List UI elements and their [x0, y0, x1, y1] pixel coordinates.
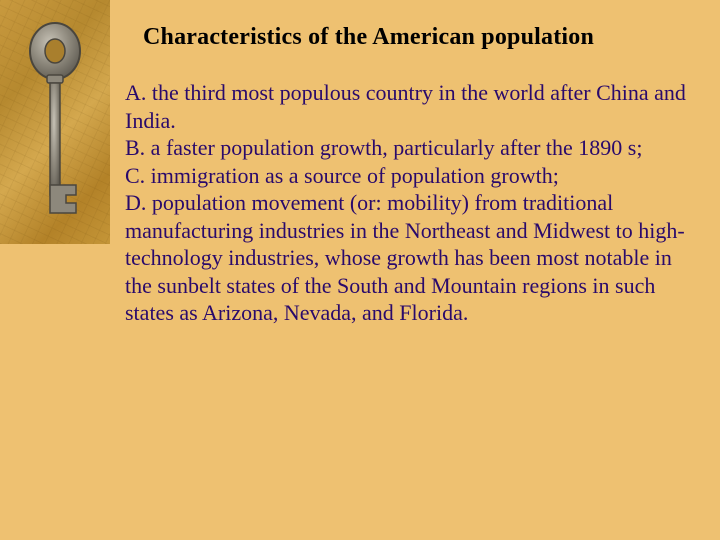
list-item: A. the third most populous country in th… [125, 79, 698, 134]
decorative-key-photo [0, 0, 110, 244]
slide-content: Characteristics of the American populati… [125, 24, 698, 327]
list-item: C. immigration as a source of population… [125, 162, 698, 190]
slide-title: Characteristics of the American populati… [143, 24, 698, 51]
list-item: B. a faster population growth, particula… [125, 134, 698, 162]
bullet-list: A. the third most populous country in th… [125, 79, 698, 327]
list-item: D. population movement (or: mobility) fr… [125, 189, 698, 327]
key-icon [20, 17, 90, 227]
